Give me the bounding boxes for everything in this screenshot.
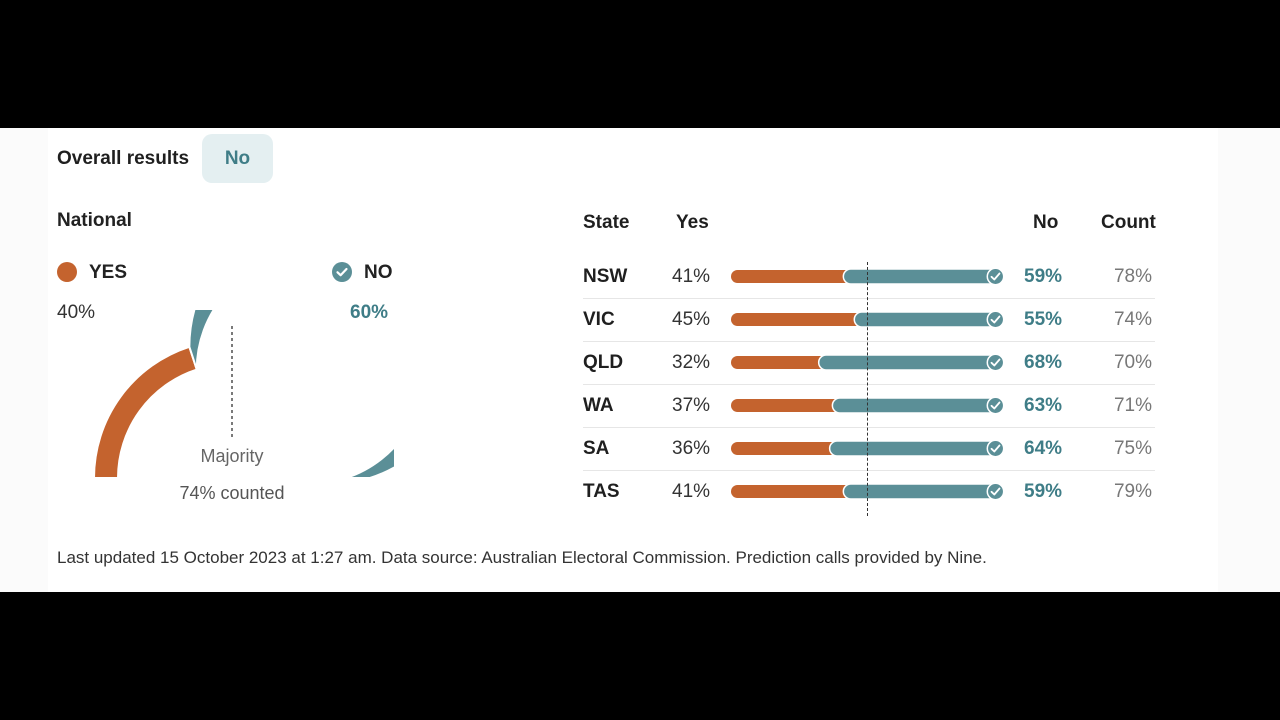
check-circle-icon xyxy=(986,440,1005,457)
national-no-percent: 60% xyxy=(350,302,389,323)
state-no-percent: 59% xyxy=(1024,266,1063,287)
check-mark xyxy=(990,444,1001,453)
state-yes-percent: 41% xyxy=(672,481,711,502)
national-gauge xyxy=(92,310,394,479)
state-no-percent: 68% xyxy=(1024,352,1063,373)
state-name: TAS xyxy=(583,481,620,502)
state-count-percent: 78% xyxy=(1113,266,1152,287)
state-bar xyxy=(731,397,1005,414)
table-row: VIC 45% 55% 74% xyxy=(583,298,1155,342)
national-yes-percent: 40% xyxy=(57,302,96,323)
footer-note: Last updated 15 October 2023 at 1:27 am.… xyxy=(57,548,987,567)
check-mark xyxy=(990,358,1001,367)
yes-bar-segment xyxy=(731,356,828,369)
no-legend-label: NO xyxy=(364,262,393,283)
state-name: QLD xyxy=(583,352,624,373)
majority-label: Majority xyxy=(200,446,264,466)
yes-legend-label: YES xyxy=(89,262,128,283)
results-card xyxy=(48,128,1218,592)
check-circle-icon xyxy=(332,262,352,282)
state-name: SA xyxy=(583,438,610,459)
state-bar xyxy=(731,354,1005,371)
check-circle-icon xyxy=(986,311,1005,328)
no-bar-segment xyxy=(853,311,998,328)
header-yes: Yes xyxy=(676,212,709,233)
header-state: State xyxy=(583,212,630,233)
national-title: National xyxy=(57,210,132,231)
check-circle-icon xyxy=(986,483,1005,500)
state-count-percent: 75% xyxy=(1113,438,1152,459)
state-no-percent: 59% xyxy=(1024,481,1063,502)
results-panel xyxy=(0,128,1280,592)
check-mark xyxy=(990,401,1001,410)
state-count-percent: 79% xyxy=(1113,481,1152,502)
no-bar-segment xyxy=(828,440,998,457)
check-mark xyxy=(990,315,1001,324)
state-yes-percent: 32% xyxy=(672,352,711,373)
state-yes-percent: 41% xyxy=(672,266,711,287)
overall-result-badge: No xyxy=(202,134,273,183)
state-no-percent: 63% xyxy=(1024,395,1063,416)
check-circle-icon xyxy=(986,397,1005,414)
state-count-percent: 71% xyxy=(1113,395,1152,416)
table-row: QLD 32% 68% 70% xyxy=(583,341,1155,385)
check-circle-icon xyxy=(986,268,1005,285)
check-circle-icon xyxy=(986,354,1005,371)
yes-bar-segment xyxy=(731,485,852,498)
state-count-percent: 74% xyxy=(1113,309,1152,330)
table-row: TAS 41% 59% 79% xyxy=(583,470,1155,513)
state-no-percent: 55% xyxy=(1024,309,1063,330)
state-bar xyxy=(731,311,1005,328)
state-no-percent: 64% xyxy=(1024,438,1063,459)
state-name: NSW xyxy=(583,266,628,287)
no-bar-segment xyxy=(817,354,998,371)
state-name: WA xyxy=(583,395,614,416)
state-yes-percent: 37% xyxy=(672,395,711,416)
state-yes-percent: 36% xyxy=(672,438,711,459)
gauge-no-segment xyxy=(188,310,394,479)
header-no: No xyxy=(1033,212,1059,233)
yes-bar-segment xyxy=(731,270,852,283)
majority-line xyxy=(867,262,868,516)
state-bar xyxy=(731,268,1005,285)
yes-bar-segment xyxy=(731,442,839,455)
table-row: SA 36% 64% 75% xyxy=(583,427,1155,471)
state-name: VIC xyxy=(583,309,615,330)
check-mark xyxy=(990,487,1001,496)
yes-bar-segment xyxy=(731,313,863,326)
table-row: WA 37% 63% 71% xyxy=(583,384,1155,428)
check-mark xyxy=(990,272,1001,281)
overall-results-label: Overall results xyxy=(57,148,190,169)
no-bar-segment xyxy=(831,397,998,414)
header-count: Count xyxy=(1101,212,1156,233)
state-yes-percent: 45% xyxy=(672,309,711,330)
yes-legend-dot xyxy=(57,262,77,282)
state-bar xyxy=(731,483,1005,500)
state-count-percent: 70% xyxy=(1113,352,1152,373)
table-row: NSW 41% 59% 78% xyxy=(583,255,1155,299)
counted-text: 74% counted xyxy=(179,483,285,503)
yes-bar-segment xyxy=(731,399,841,412)
state-bar xyxy=(731,440,1005,457)
